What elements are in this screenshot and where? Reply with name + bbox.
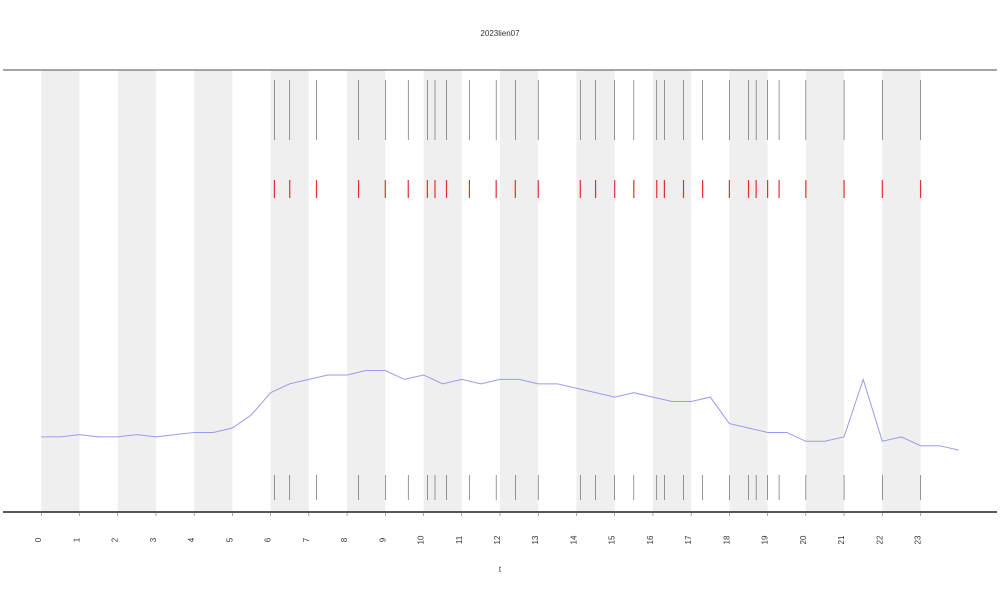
x-tick-label: 20 bbox=[799, 535, 808, 544]
x-tick-label: 21 bbox=[837, 535, 846, 544]
night-band bbox=[194, 70, 233, 512]
night-band bbox=[652, 70, 692, 512]
x-tick-label: 7 bbox=[302, 537, 311, 542]
x-tick-label: 13 bbox=[531, 535, 540, 544]
x-tick-label: 6 bbox=[264, 537, 273, 542]
x-axis-label: t bbox=[499, 565, 502, 574]
night-band bbox=[882, 70, 921, 512]
night-band bbox=[576, 70, 615, 512]
x-tick-label: 2 bbox=[111, 537, 120, 542]
x-tick-label: 1 bbox=[72, 537, 81, 542]
x-tick-label: 10 bbox=[417, 535, 426, 544]
night-band bbox=[41, 70, 80, 512]
night-band bbox=[729, 70, 768, 512]
x-tick-label: 0 bbox=[34, 537, 43, 542]
x-tick-label: 23 bbox=[914, 535, 923, 544]
x-tick-label: 12 bbox=[493, 535, 502, 544]
x-tick-label: 15 bbox=[608, 535, 617, 544]
x-tick-label: 5 bbox=[225, 537, 234, 542]
x-tick-label: 19 bbox=[761, 535, 770, 544]
x-tick-label: 9 bbox=[378, 537, 387, 542]
bands bbox=[41, 70, 921, 512]
night-band bbox=[805, 70, 845, 512]
x-tick-label: 4 bbox=[187, 537, 196, 542]
night-band bbox=[500, 70, 539, 512]
night-band bbox=[423, 70, 462, 512]
x-tick-label: 3 bbox=[149, 537, 158, 542]
x-tick-label: 11 bbox=[455, 535, 464, 544]
x-tick-label: 18 bbox=[722, 535, 731, 544]
x-tick-label: 17 bbox=[684, 535, 693, 544]
night-band bbox=[347, 70, 386, 512]
night-band bbox=[117, 70, 156, 512]
x-tick-label: 16 bbox=[646, 535, 655, 544]
x-tick-label: 14 bbox=[569, 535, 578, 544]
night-band bbox=[270, 70, 309, 512]
x-tick-label: 8 bbox=[340, 537, 349, 542]
chart-title: 2023lien07 bbox=[480, 29, 520, 38]
plot bbox=[41, 80, 959, 500]
x-tick-label: 22 bbox=[875, 535, 884, 544]
activity-line bbox=[41, 370, 959, 451]
